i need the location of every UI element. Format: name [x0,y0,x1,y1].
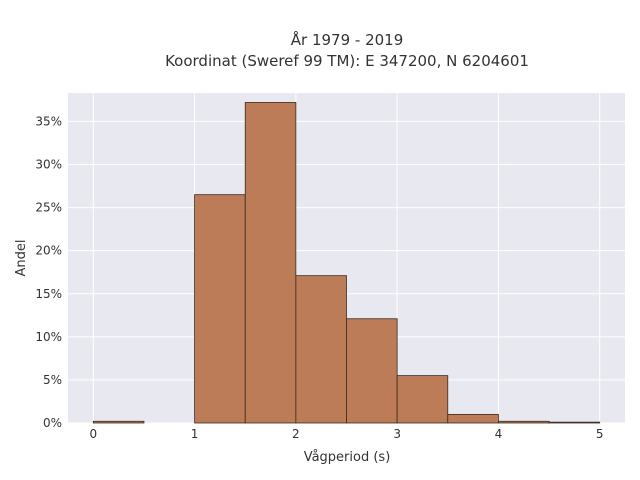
x-tick-label: 5 [596,427,604,441]
x-axis-ticks: 0 1 2 3 4 5 [89,427,603,441]
x-tick-label: 4 [495,427,503,441]
chart-subtitle: Koordinat (Sweref 99 TM): E 347200, N 62… [165,52,529,70]
y-tick-label: 10% [35,330,62,344]
y-tick-label: 30% [35,158,62,172]
histogram-bar [498,420,550,424]
histogram-bar [244,102,297,424]
y-tick-label: 5% [43,373,62,387]
histogram-bar [396,375,449,424]
x-axis-label: Vågperiod (s) [304,450,391,465]
x-tick-label: 3 [393,427,401,441]
histogram-bar [295,275,347,424]
y-axis-ticks: 0% 5% 10% 15% 20% 25% 30% 35% [35,114,62,430]
y-tick-label: 25% [35,201,62,215]
x-tick-label: 2 [292,427,300,441]
histogram-bar [92,420,145,424]
histogram-bar [194,194,246,424]
chart-title: År 1979 - 2019 [291,30,404,49]
histogram-bar [346,318,398,424]
histogram-bar [548,421,601,424]
y-tick-label: 15% [35,287,62,301]
x-tick-label: 0 [89,427,97,441]
y-tick-label: 35% [35,114,62,128]
bars [92,102,601,424]
histogram-bar [447,413,499,424]
y-tick-label: 20% [35,244,62,258]
x-tick-label: 1 [191,427,199,441]
y-tick-label: 0% [43,416,62,430]
y-axis-label: Andel [14,240,29,277]
